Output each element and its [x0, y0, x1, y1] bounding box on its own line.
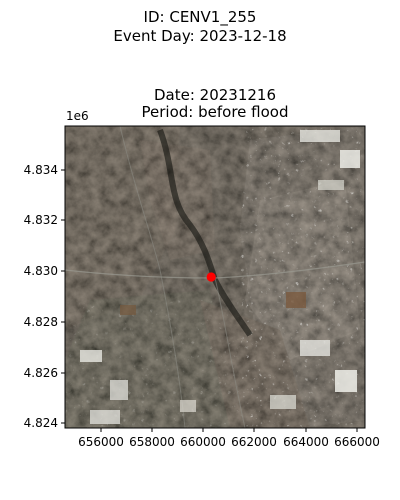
y-tick-label: 4.828	[24, 315, 58, 329]
y-tick-label: 4.832	[24, 213, 58, 227]
axes-frame	[64, 125, 366, 429]
figure-title-event-day: Event Day: 2023-12-18	[113, 27, 287, 45]
x-tick-label: 664000	[283, 435, 329, 449]
x-tick-label: 658000	[129, 435, 175, 449]
figure-title-id: ID: CENV1_255	[143, 8, 257, 26]
axes-title-period: Period: before flood	[141, 103, 289, 121]
axis-ticks	[61, 169, 358, 432]
y-tick-label: 4.834	[24, 163, 58, 177]
x-tick-label: 660000	[180, 435, 226, 449]
y-tick-label: 4.824	[24, 416, 58, 430]
y-axis-offset-label: 1e6	[66, 109, 89, 123]
x-tick-label: 656000	[78, 435, 124, 449]
y-tick-label: 4.830	[24, 264, 58, 278]
axes-title-date: Date: 20231216	[153, 86, 277, 104]
x-tick-label: 662000	[231, 435, 277, 449]
y-tick-label: 4.826	[24, 366, 58, 380]
location-marker	[206, 272, 216, 282]
x-tick-label: 666000	[334, 435, 380, 449]
